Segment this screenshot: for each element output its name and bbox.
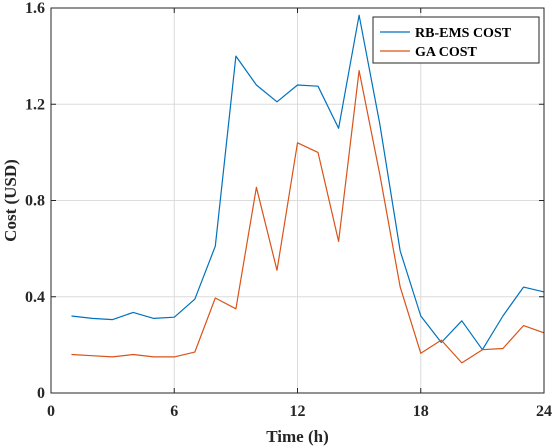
x-tick-label: 6	[170, 403, 178, 420]
x-axis-title: Time (h)	[266, 427, 329, 446]
x-tick-label: 0	[47, 403, 55, 420]
legend-label-rb-ems: RB-EMS COST	[415, 26, 512, 41]
ticks	[50, 7, 545, 394]
x-tick-label: 12	[290, 403, 306, 420]
series-layer	[71, 14, 545, 364]
legend-label-ga: GA COST	[415, 45, 478, 60]
y-axis-title: Cost (USD)	[1, 159, 20, 242]
series-line-rb-ems	[71, 14, 545, 351]
y-tick-label: 1.6	[25, 0, 45, 17]
grid	[51, 8, 544, 393]
tick-labels: 0 6 12 18 24 0 0.4 0.8 1.2 1.6	[25, 0, 552, 420]
x-tick-label: 18	[413, 403, 429, 420]
y-tick-label: 1.2	[25, 96, 45, 113]
series-line-ga	[71, 69, 545, 364]
legend-box	[372, 16, 540, 64]
y-tick-label: 0.8	[25, 193, 45, 210]
x-tick-label: 24	[536, 403, 552, 420]
y-tick-label: 0.4	[25, 289, 45, 306]
legend: RB-EMS COST GA COST	[372, 16, 540, 64]
y-tick-label: 0	[37, 385, 45, 402]
